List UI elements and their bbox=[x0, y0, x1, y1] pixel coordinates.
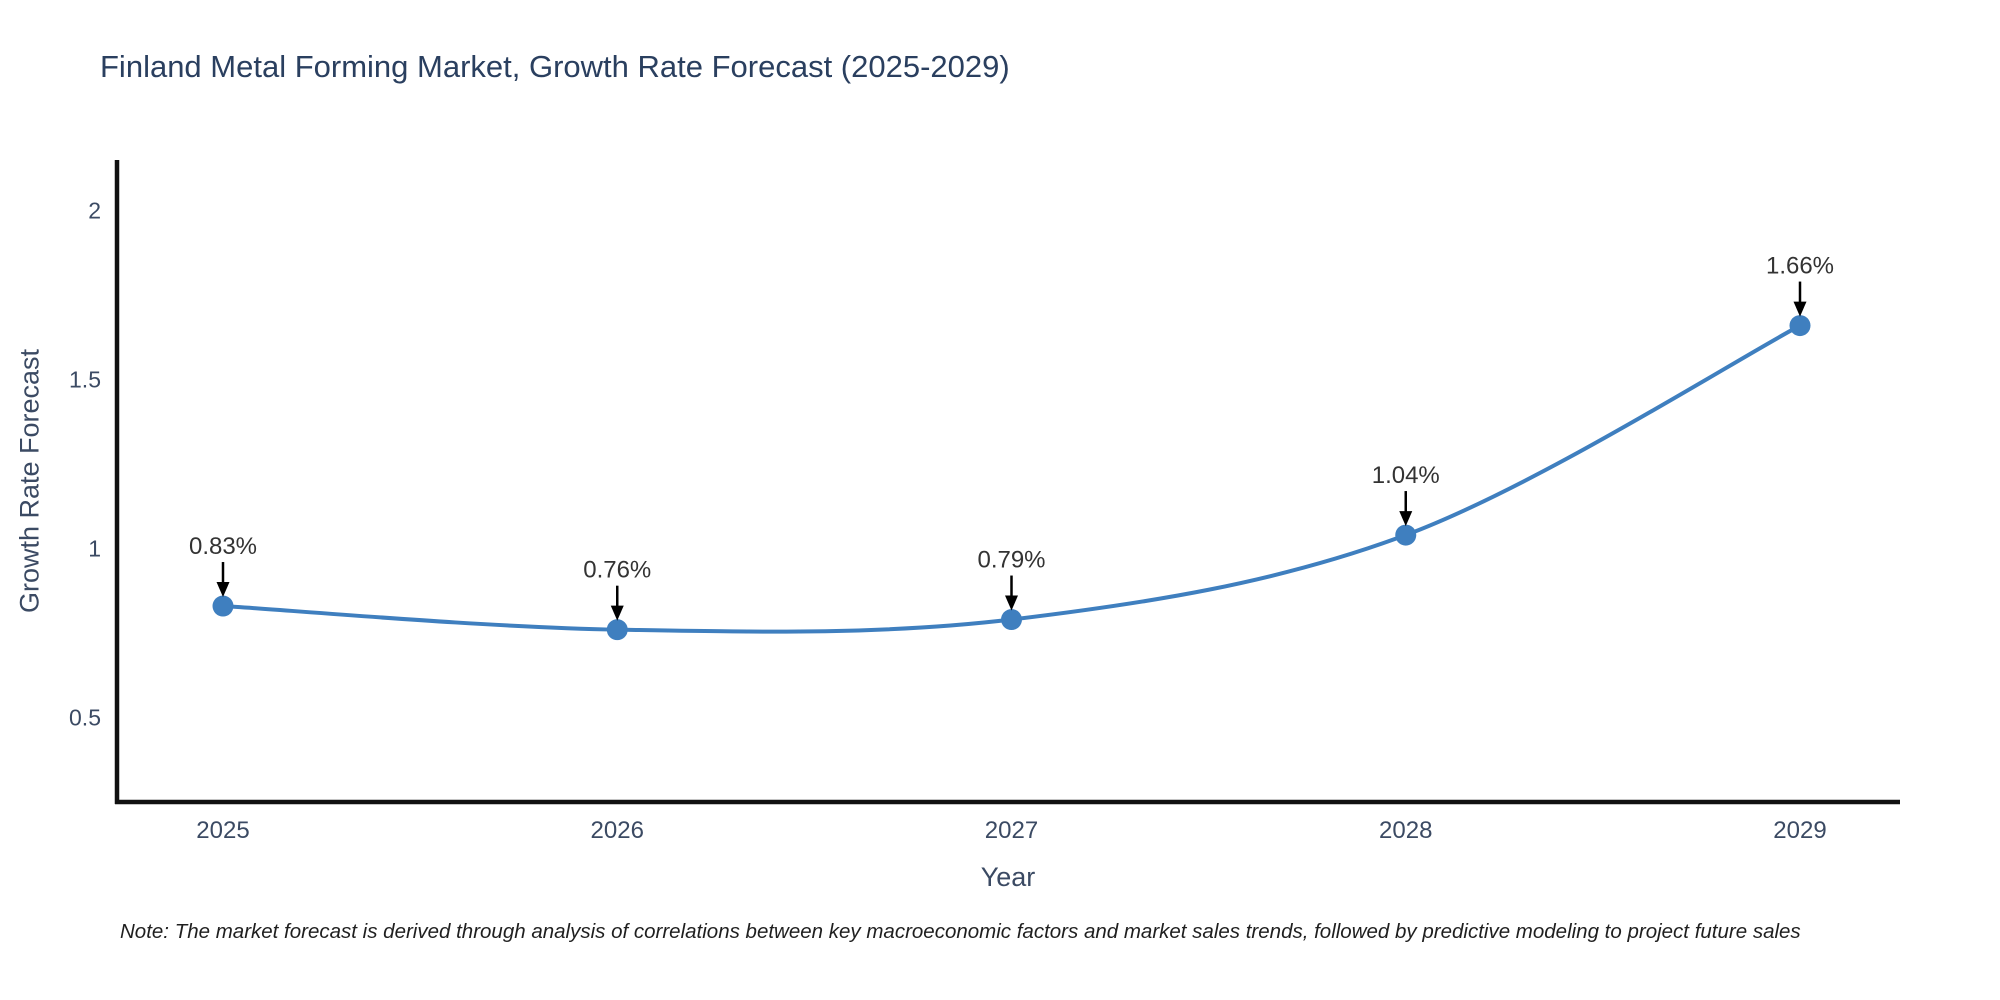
y-tick-label: 1.5 bbox=[69, 367, 101, 393]
annotation-label: 0.76% bbox=[583, 557, 651, 584]
data-point-marker bbox=[1789, 315, 1811, 337]
annotation-arrowhead bbox=[1005, 595, 1018, 611]
y-tick-label: 0.5 bbox=[69, 705, 101, 731]
x-tick-label: 2026 bbox=[591, 817, 644, 844]
x-tick-label: 2028 bbox=[1379, 817, 1432, 844]
chart-title: Finland Metal Forming Market, Growth Rat… bbox=[100, 49, 1010, 84]
data-point-marker bbox=[212, 595, 234, 617]
y-tick-label: 2 bbox=[88, 198, 101, 224]
data-point-marker bbox=[606, 619, 628, 641]
data-point-marker bbox=[1001, 609, 1022, 631]
annotation-arrowhead bbox=[610, 605, 624, 621]
annotation-arrowhead bbox=[1399, 511, 1413, 527]
annotation-arrowhead bbox=[216, 582, 230, 598]
data-point-marker bbox=[1395, 524, 1417, 546]
y-tick-label: 1 bbox=[88, 536, 101, 562]
x-axis-title: Year bbox=[980, 862, 1036, 892]
annotation-label: 1.04% bbox=[1372, 462, 1440, 489]
annotation-arrowhead bbox=[1793, 301, 1807, 317]
x-tick-label: 2025 bbox=[196, 817, 249, 844]
x-tick-label: 2027 bbox=[985, 817, 1038, 844]
annotation-label: 0.79% bbox=[977, 547, 1045, 574]
footnote: Note: The market forecast is derived thr… bbox=[120, 920, 1801, 943]
x-tick-label: 2029 bbox=[1773, 817, 1826, 844]
annotation-label: 1.66% bbox=[1766, 253, 1834, 280]
annotation-label: 0.83% bbox=[189, 533, 257, 560]
